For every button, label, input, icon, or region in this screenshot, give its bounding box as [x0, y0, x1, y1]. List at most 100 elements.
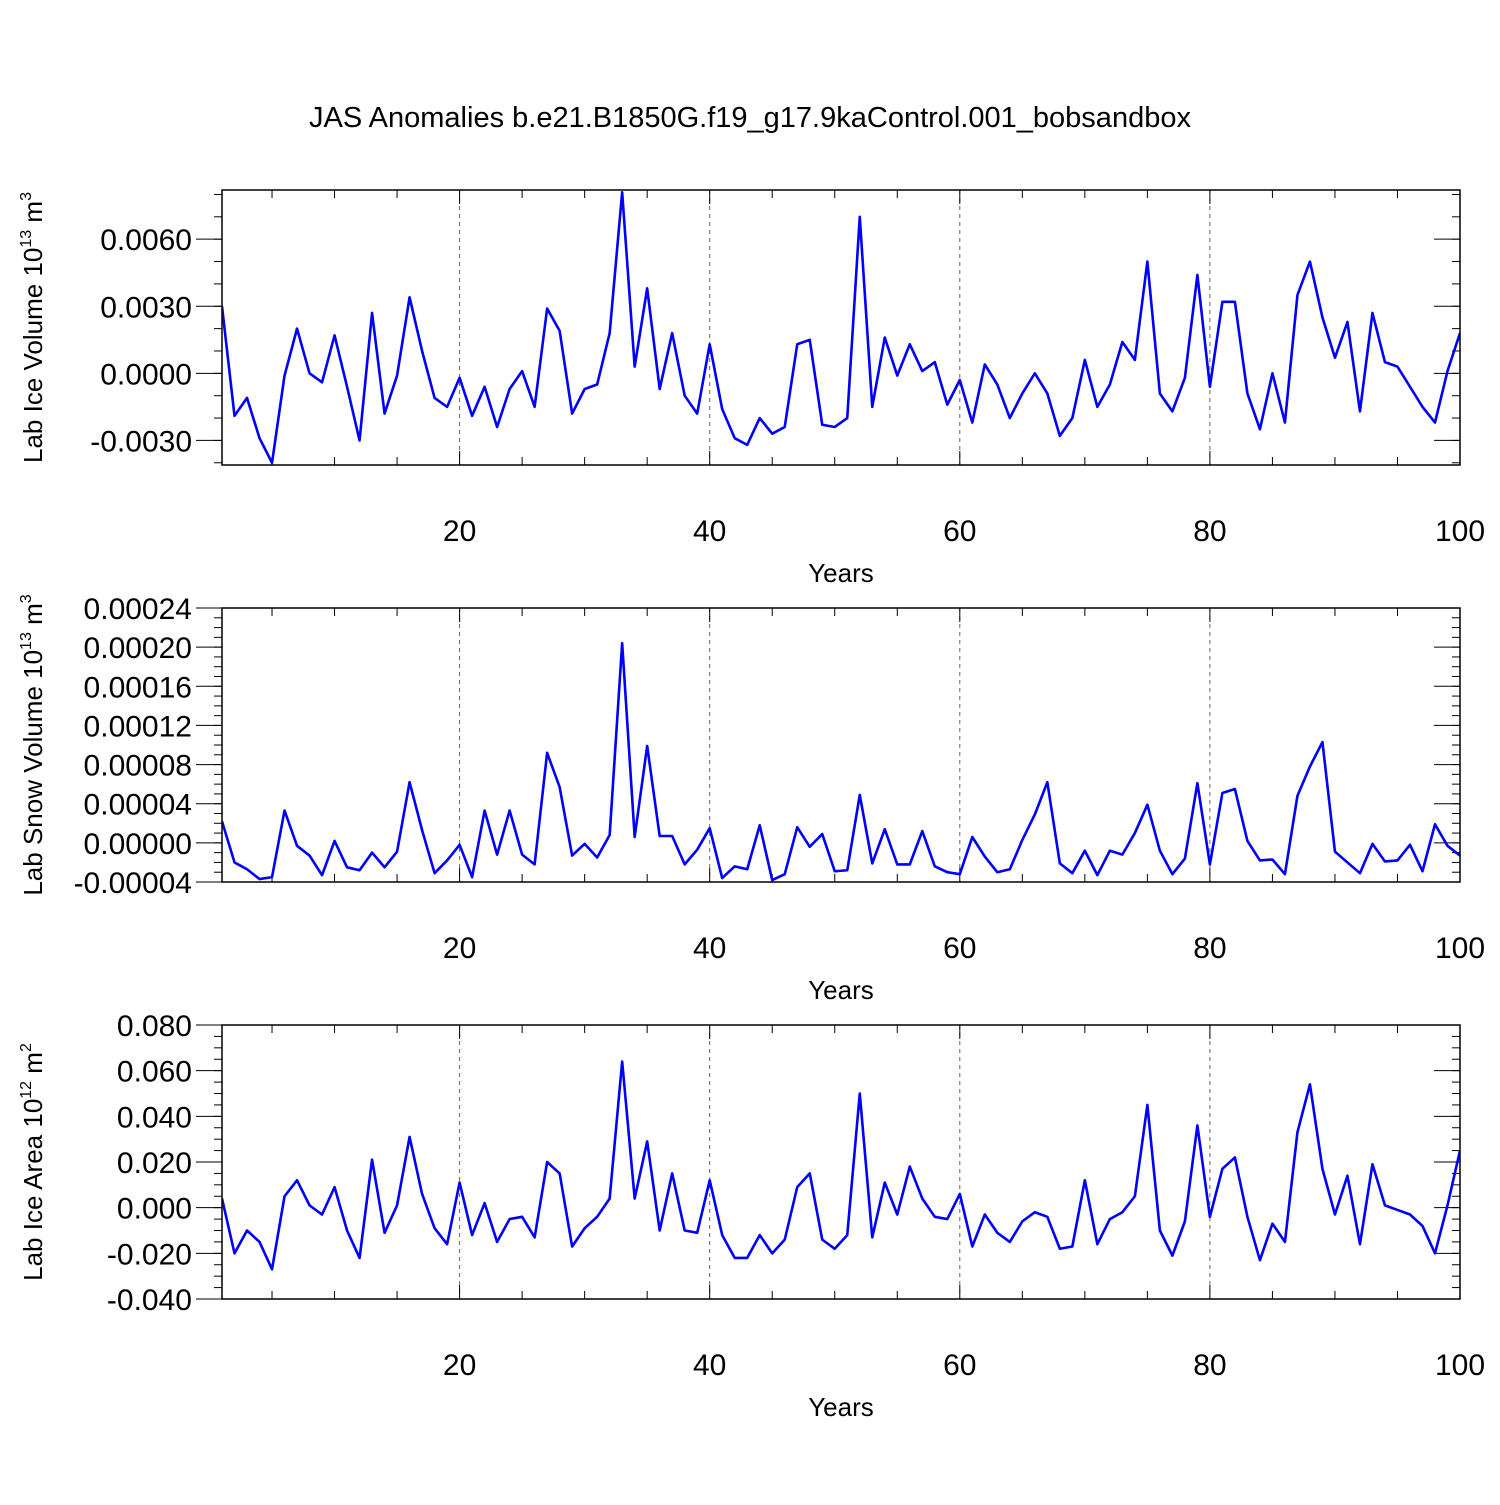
- data-point: [996, 1231, 999, 1234]
- data-point: [846, 417, 849, 419]
- x-axis-label: Years: [808, 975, 874, 1005]
- data-point: [471, 415, 473, 417]
- data-point: [1371, 843, 1374, 845]
- data-point: [921, 1197, 924, 1200]
- data-point: [496, 426, 498, 428]
- data-point: [783, 1238, 786, 1241]
- data-point: [521, 370, 523, 372]
- y-tick-label: 0.00016: [84, 671, 192, 704]
- data-point: [883, 828, 886, 830]
- data-point: [533, 863, 536, 866]
- data-point: [796, 1186, 799, 1188]
- data-point: [1434, 823, 1436, 826]
- data-point: [533, 406, 536, 408]
- data-point: [1434, 421, 1436, 424]
- data-point: [708, 343, 711, 346]
- data-point: [721, 877, 724, 879]
- data-point: [1096, 406, 1099, 408]
- data-point: [1034, 1211, 1036, 1214]
- plot-frame: [221, 1024, 1461, 1300]
- data-point: [246, 397, 248, 399]
- data-point: [308, 1204, 311, 1207]
- data-point: [1021, 1220, 1024, 1223]
- data-point: [733, 437, 736, 439]
- data-point: [696, 1231, 698, 1234]
- data-point: [246, 1229, 248, 1232]
- data-point: [1146, 1104, 1149, 1106]
- data-point: [596, 856, 598, 859]
- data-point: [583, 843, 586, 845]
- data-point: [1396, 365, 1399, 368]
- data-point: [1421, 1225, 1424, 1227]
- data-point: [1009, 1241, 1011, 1243]
- panel-3: 20 40 60 80 100 Years 0.080 0.060 0.040 0.020 0.00…: [18, 1010, 1485, 1422]
- data-point: [971, 421, 974, 424]
- y-tick-label: -0.0030: [90, 425, 192, 458]
- data-point: [858, 794, 861, 796]
- data-point: [283, 1195, 286, 1198]
- y-tick-label: 0.00000: [84, 828, 192, 861]
- data-point: [1159, 392, 1161, 395]
- y-tick-label: 0.040: [117, 1101, 192, 1134]
- data-point: [746, 868, 749, 871]
- data-point: [1096, 1243, 1099, 1245]
- data-point: [446, 406, 448, 408]
- data-point: [1221, 792, 1224, 794]
- data-point: [258, 878, 261, 880]
- data-point: [1184, 1220, 1186, 1223]
- y-tick-label: -0.020: [107, 1238, 192, 1271]
- data-point: [996, 383, 999, 386]
- data-point: [746, 1257, 749, 1259]
- data-point: [1259, 428, 1261, 431]
- data-point: [1234, 1156, 1236, 1159]
- data-point: [1409, 1213, 1411, 1216]
- data-point: [408, 296, 411, 299]
- data-point: [1021, 392, 1024, 395]
- data-point: [571, 854, 573, 857]
- y-label-unit: m: [18, 603, 48, 632]
- data-point: [721, 408, 724, 410]
- data-point: [1134, 1195, 1136, 1198]
- data-point: [346, 866, 348, 869]
- data-point: [383, 866, 386, 869]
- data-point: [671, 1172, 673, 1175]
- data-point: [971, 1245, 974, 1248]
- data-point: [646, 1140, 648, 1143]
- data-point: [621, 1060, 623, 1063]
- data-point: [1446, 1204, 1449, 1207]
- data-point: [821, 423, 824, 426]
- data-point: [608, 332, 611, 334]
- data-point: [1284, 1241, 1286, 1243]
- data-point: [1359, 410, 1361, 413]
- x-tick-label: 40: [693, 932, 726, 965]
- data-point: [433, 872, 436, 874]
- data-point: [308, 372, 311, 375]
- data-point: [408, 1136, 411, 1138]
- data-point: [646, 287, 648, 290]
- data-point: [958, 873, 961, 875]
- data-point: [846, 1234, 849, 1236]
- data-point: [596, 1216, 598, 1218]
- x-tick-label: 80: [1193, 515, 1226, 548]
- data-point: [708, 827, 711, 829]
- data-point: [1359, 872, 1361, 874]
- x-tick-label: 20: [443, 515, 476, 548]
- data-point: [771, 1252, 774, 1255]
- data-point: [571, 412, 573, 415]
- data-point: [283, 374, 286, 377]
- y-label-exponent: 12: [18, 1081, 35, 1099]
- y-tick-label: -0.040: [107, 1284, 192, 1317]
- data-point: [796, 343, 799, 346]
- data-point: [296, 844, 298, 847]
- data-point: [921, 830, 924, 832]
- data-point: [1246, 840, 1249, 842]
- data-point: [908, 343, 911, 346]
- data-point: [858, 1092, 861, 1095]
- data-point: [508, 809, 511, 812]
- data-point: [383, 1231, 386, 1234]
- data-point: [396, 1204, 398, 1207]
- data-point: [446, 1243, 448, 1245]
- data-point: [471, 876, 473, 878]
- data-point: [1184, 377, 1186, 379]
- data-point: [1146, 803, 1149, 806]
